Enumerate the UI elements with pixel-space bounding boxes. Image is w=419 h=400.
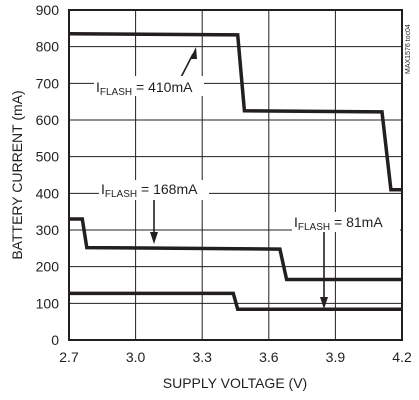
y-tick-label-5: 500 xyxy=(36,149,60,165)
annotation-410ma-label: IFLASH = 410mA xyxy=(96,79,193,98)
y-tick-label-4: 400 xyxy=(36,185,60,201)
annotation-410ma-arrowhead xyxy=(190,47,197,59)
y-tick-label-6: 600 xyxy=(36,112,60,128)
series-line-168ma xyxy=(69,217,402,282)
x-tick-label-3: 3.6 xyxy=(259,349,279,365)
series-lines xyxy=(68,32,402,311)
y-tick-label-3: 300 xyxy=(36,222,60,238)
x-axis-title: SUPPLY VOLTAGE (V) xyxy=(163,375,307,391)
x-tick-label-0: 2.7 xyxy=(59,349,79,365)
annotation-410ma-bg xyxy=(94,76,204,96)
plot-frame xyxy=(68,9,403,341)
y-tick-label-9: 900 xyxy=(36,2,60,18)
y-tick-label-7: 700 xyxy=(36,75,60,91)
annotation-168ma-bg xyxy=(99,180,209,200)
tick-labels: 2.7 3.0 3.3 3.6 3.9 4.2 0 100 200 300 400 500 600 700… xyxy=(36,2,412,365)
y-tick-label-1: 100 xyxy=(36,295,60,311)
annotation-81ma-label: IFLASH = 81mA xyxy=(294,214,383,233)
y-axis-title: BATTERY CURRENT (mA) xyxy=(9,90,25,259)
annotation-410ma: IFLASH = 410mA xyxy=(94,47,204,98)
annotation-81ma-arrowhead xyxy=(320,297,328,309)
annotation-81ma: IFLASH = 81mA xyxy=(292,212,400,309)
annotation-168ma-label: IFLASH = 168mA xyxy=(101,181,198,200)
grid xyxy=(69,10,402,340)
figure-id-label: MAX1576 toc04 xyxy=(405,24,412,74)
x-tick-label-5: 4.2 xyxy=(392,349,412,365)
x-tick-label-1: 3.0 xyxy=(126,349,146,365)
x-tick-label-2: 3.3 xyxy=(192,349,212,365)
series-line-81ma xyxy=(69,291,402,311)
y-tick-label-8: 800 xyxy=(36,39,60,55)
annotation-168ma-arrowhead xyxy=(150,232,158,244)
annotation-168ma: IFLASH = 168mA xyxy=(99,180,209,244)
series-line-410ma xyxy=(68,32,402,192)
annotation-81ma-bg xyxy=(292,212,400,232)
y-tick-label-0: 0 xyxy=(51,332,59,348)
x-tick-label-4: 3.9 xyxy=(326,349,346,365)
y-tick-label-2: 200 xyxy=(36,259,60,275)
